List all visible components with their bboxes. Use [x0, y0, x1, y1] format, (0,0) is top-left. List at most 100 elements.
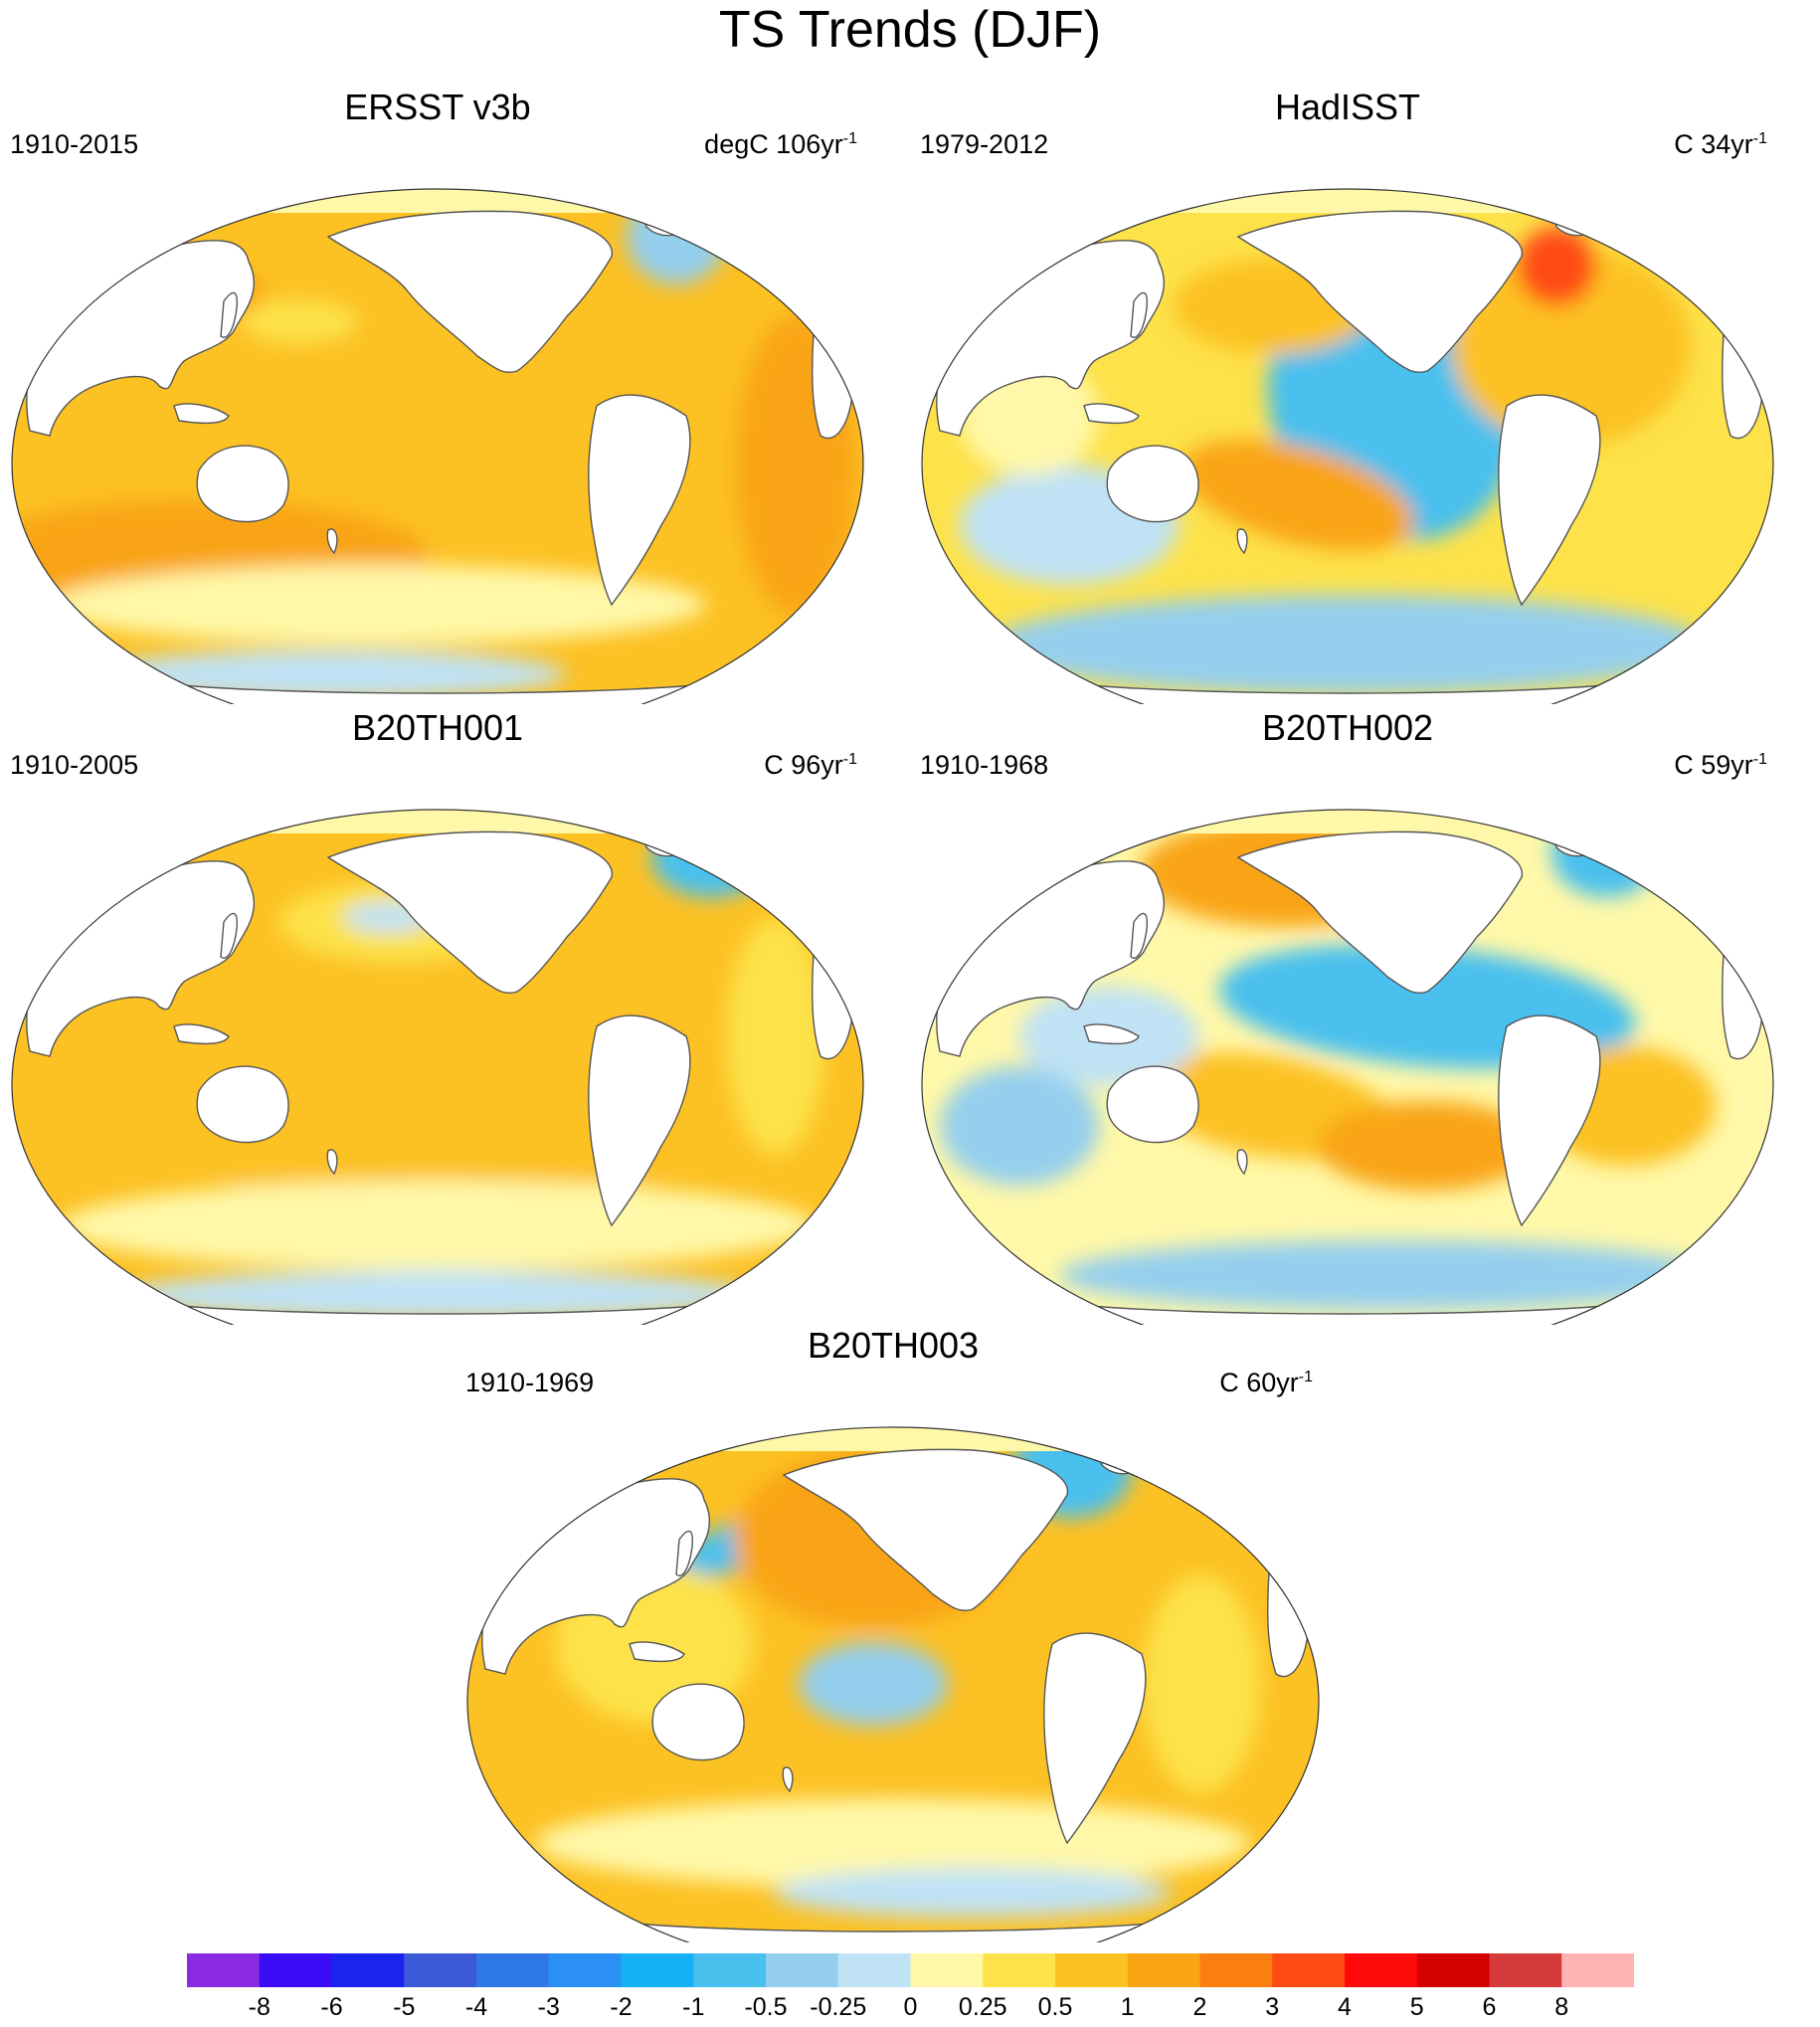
colorbar-tick-label: -4 — [464, 1993, 488, 2021]
trend-region — [651, 818, 771, 897]
land-mass — [168, 1304, 707, 1325]
colorbar-swatch — [1199, 1953, 1273, 1987]
colorbar-swatch — [837, 1953, 911, 1987]
land-mass — [675, 1530, 694, 1576]
panel-period: 1910-1968 — [920, 750, 1049, 780]
map-b20th002 — [921, 809, 1774, 1325]
map-panel-ersst: ERSST v3b 1910-2015 degC 106yr-1 — [0, 88, 875, 704]
panel-units: C 60yr-1 — [1219, 1368, 1313, 1397]
colorbar-tick-label: -0.25 — [810, 1993, 867, 2021]
land-mass — [326, 528, 338, 555]
land-mass — [782, 1766, 794, 1793]
arctic-band — [922, 810, 1773, 833]
land-mass — [173, 403, 230, 425]
map-b20th003 — [466, 1426, 1320, 1942]
colorbar-tick-label: 6 — [1482, 1993, 1497, 2021]
trend-region — [1059, 1240, 1716, 1310]
map-boundary — [11, 188, 864, 704]
land-mass — [326, 1149, 338, 1176]
map-panel-b20th001: B20TH001 1910-2005 C 96yr-1 — [0, 708, 875, 1325]
colorbar-tick-label: -6 — [320, 1993, 343, 2021]
land-mass — [1722, 304, 1764, 440]
trend-region — [774, 1868, 1172, 1918]
map-boundary — [466, 1426, 1320, 1942]
colorbar-tick-label: 0 — [903, 1993, 918, 2021]
land-mass — [1236, 210, 1524, 373]
colorbar-tick-label: 8 — [1554, 1993, 1569, 2021]
land-mass — [1498, 1014, 1601, 1227]
land-mass — [1078, 683, 1617, 704]
map-boundary — [921, 188, 1774, 704]
trend-region — [799, 1642, 948, 1726]
colorbar-tick-label: 0.25 — [958, 1993, 1007, 2021]
land-mass — [173, 1023, 230, 1045]
land-mass — [1267, 1543, 1310, 1678]
panel-title: B20TH001 — [351, 707, 524, 748]
panel-units: C 34yr-1 — [1674, 129, 1767, 159]
land-mass — [220, 912, 239, 959]
colorbar-swatch — [1345, 1953, 1418, 1987]
panel-units: C 96yr-1 — [764, 750, 857, 780]
map-hadisst — [921, 188, 1774, 704]
map-panel-b20th003: B20TH003 1910-1969 C 60yr-1 — [455, 1326, 1331, 1942]
panel-title: B20TH003 — [807, 1325, 980, 1366]
map-panel-b20th002: B20TH002 1910-1968 C 59yr-1 — [910, 708, 1785, 1325]
colorbar-swatch — [1561, 1953, 1634, 1987]
land-mass — [1236, 528, 1248, 555]
colorbar-swatch — [693, 1953, 767, 1987]
trend-region — [50, 565, 706, 645]
land-mass — [651, 1683, 745, 1761]
colorbar-swatch — [910, 1953, 984, 1987]
trend-region — [119, 1270, 756, 1320]
land-mass — [1498, 394, 1601, 607]
map-ersst — [11, 188, 864, 704]
land-mass — [588, 394, 691, 607]
colorbar-swatch — [259, 1953, 332, 1987]
panel-period: 1910-2005 — [10, 750, 139, 780]
panel-title: B20TH002 — [1261, 707, 1434, 748]
land-mass — [812, 304, 854, 440]
colorbar-swatch — [476, 1953, 550, 1987]
land-mass — [1043, 1632, 1147, 1845]
trend-region — [1318, 1101, 1537, 1191]
colorbar-tick-label: 2 — [1192, 1993, 1207, 2021]
colorbar-tick-label: 0.5 — [1037, 1993, 1073, 2021]
colorbar-labels: -8 -6 -5 -4 -3 -2 -1 -0.5 -0.25 0 0.25 0.5 1 2 3 4 5 6 8 — [0, 1993, 1820, 2027]
colorbar-tick-label: -0.5 — [744, 1993, 788, 2021]
map-boundary — [11, 809, 864, 1325]
land-mass — [1106, 1065, 1199, 1144]
colorbar-swatch — [1272, 1953, 1346, 1987]
trend-region — [940, 1066, 1099, 1186]
land-mass — [220, 291, 239, 338]
land-mass — [196, 1065, 289, 1144]
colorbar — [187, 1953, 1634, 1987]
land-mass — [812, 925, 854, 1060]
land-mass — [1078, 1304, 1617, 1325]
land-mass — [1106, 445, 1199, 523]
figure-title: TS Trends (DJF) — [718, 1, 1102, 59]
land-mass — [1083, 403, 1140, 425]
land-mass — [168, 683, 707, 704]
map-panel-hadisst: HadISST 1979-2012 C 34yr-1 — [910, 88, 1785, 704]
panel-units: degC 106yr-1 — [704, 129, 857, 159]
land-mass — [326, 830, 614, 994]
arctic-band — [922, 189, 1773, 213]
trend-region — [239, 299, 358, 343]
trend-region — [990, 595, 1706, 694]
land-mass — [1083, 1023, 1140, 1045]
colorbar-tick-label: -5 — [393, 1993, 416, 2021]
colorbar-swatch — [1055, 1953, 1129, 1987]
panel-period: 1910-1969 — [465, 1368, 595, 1397]
land-mass — [1130, 912, 1149, 959]
colorbar-tick-label: -1 — [682, 1993, 705, 2021]
arctic-band — [12, 810, 863, 833]
land-mass — [326, 210, 614, 373]
panel-units: C 59yr-1 — [1674, 750, 1767, 780]
colorbar-tick-label: 3 — [1265, 1993, 1280, 2021]
trend-region — [1517, 227, 1596, 306]
land-mass — [629, 1641, 685, 1663]
arctic-band — [467, 1427, 1319, 1451]
colorbar-swatch — [331, 1953, 405, 1987]
land-mass — [1130, 291, 1149, 338]
colorbar-swatch — [1489, 1953, 1562, 1987]
